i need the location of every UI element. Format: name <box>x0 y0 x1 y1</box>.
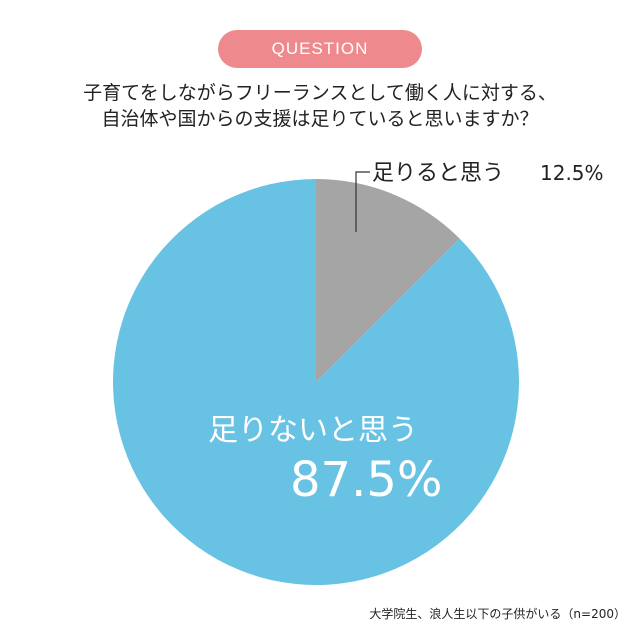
question-badge: QUESTION <box>218 30 422 68</box>
sample-note: 大学院生、浪人生以下の子供がいる（n=200） <box>369 607 626 621</box>
slice-label-insufficient: 足りないと思う <box>208 413 418 448</box>
question-text: 子育てをしながらフリーランスとして働く人に対する、 自治体や国からの支援は足りて… <box>20 80 620 132</box>
slice-label-sufficient: 足りると思う <box>372 161 504 186</box>
question-line-1: 子育てをしながらフリーランスとして働く人に対する、 <box>83 82 557 104</box>
pie-slice-insufficient <box>112 179 519 585</box>
slice-value-sufficient: 12.5% <box>540 161 604 185</box>
question-badge-label: QUESTION <box>271 39 369 58</box>
question-line-2: 自治体や国からの支援は足りていると思いますか？ <box>101 108 539 130</box>
slice-value-insufficient: 87.5% <box>290 452 442 508</box>
callout-leader-line <box>355 171 370 232</box>
pie-slice-sufficient <box>316 179 460 382</box>
